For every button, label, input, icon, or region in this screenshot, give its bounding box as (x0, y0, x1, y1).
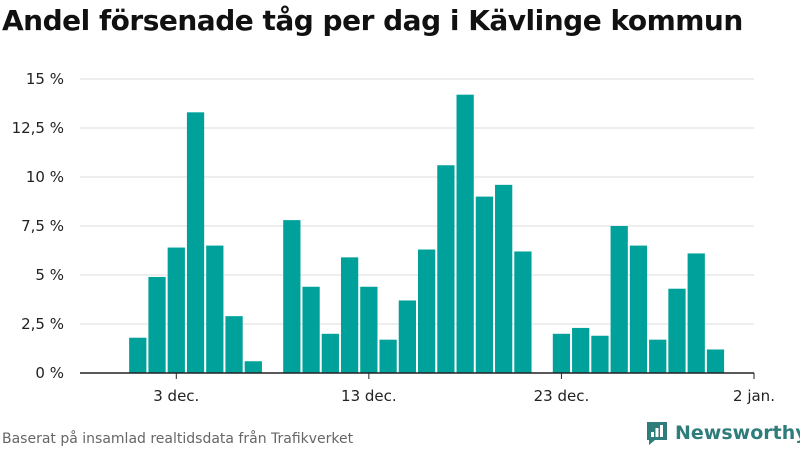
bar (552, 333, 571, 373)
bar (514, 251, 532, 373)
y-tick-label: 0 % (35, 364, 64, 382)
bar (321, 333, 339, 373)
source-note: Baserat på insamlad realtidsdata från Tr… (2, 431, 354, 447)
x-tick-label: 2 jan. (733, 387, 775, 405)
bar-chart: 0 % 2,5 % 5 % 7,5 % 10 % 12,5 % 15 % 3 dec. 13 … (12, 70, 775, 405)
bar (244, 361, 262, 373)
bars (129, 94, 725, 374)
bar (340, 257, 359, 373)
bar (649, 339, 667, 373)
bar (360, 286, 378, 373)
bar (129, 337, 147, 373)
bar (475, 196, 494, 373)
bar (167, 247, 185, 373)
bar (398, 300, 416, 373)
x-tick-label: 3 dec. (153, 387, 199, 405)
bar (148, 276, 166, 373)
y-tick-label: 2,5 % (21, 315, 64, 333)
bar (418, 249, 436, 373)
y-axis-labels: 0 % 2,5 % 5 % 7,5 % 10 % 12,5 % 15 % (12, 70, 64, 382)
brand-name: Newsworthy (675, 422, 800, 444)
x-axis-labels: 3 dec. 13 dec. 23 dec. 2 jan. (153, 373, 775, 405)
bar (591, 335, 609, 373)
x-tick-label: 23 dec. (534, 387, 590, 405)
bar (687, 253, 705, 373)
bar (706, 349, 725, 373)
chart-title: Andel försenade tåg per dag i Kävlinge k… (2, 4, 743, 37)
newsworthy-logo-icon (647, 422, 667, 445)
bar (206, 245, 224, 373)
y-tick-label: 10 % (26, 168, 64, 186)
bar (495, 184, 513, 373)
bar (668, 288, 686, 373)
bar (437, 165, 455, 373)
y-tick-label: 7,5 % (21, 217, 64, 235)
y-tick-label: 5 % (35, 266, 64, 284)
x-tick-label: 13 dec. (341, 387, 397, 405)
bar (225, 316, 243, 373)
y-tick-label: 12,5 % (12, 119, 64, 137)
y-tick-label: 15 % (26, 70, 64, 88)
bar (572, 327, 590, 373)
bar (610, 226, 628, 373)
bar (629, 245, 648, 373)
bar (456, 94, 474, 374)
brand-logo[interactable]: Newsworthy (645, 420, 800, 446)
bar (186, 112, 205, 373)
bar (283, 220, 301, 373)
bar (302, 286, 320, 373)
bar (379, 339, 397, 373)
